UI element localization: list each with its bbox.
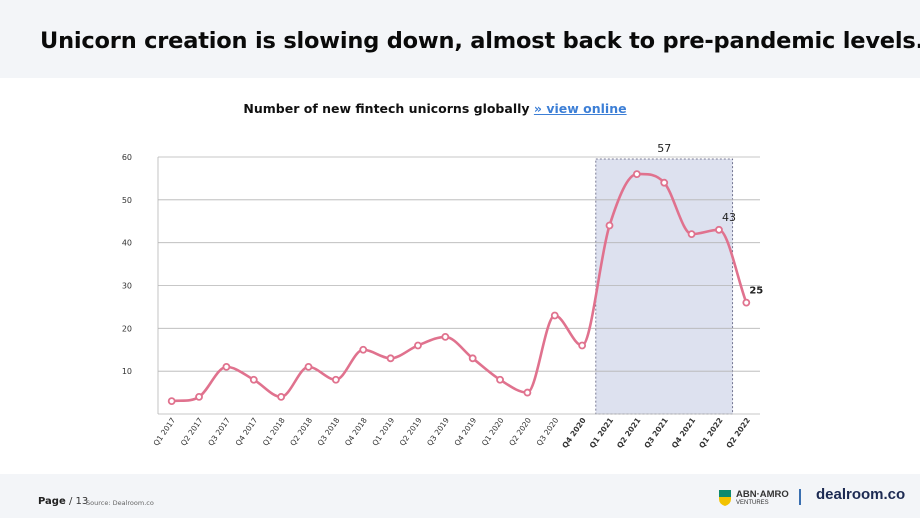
x-tick-label: Q3 2020 (535, 416, 561, 448)
data-point (660, 178, 669, 187)
y-tick-label: 30 (122, 282, 132, 291)
data-point (550, 311, 559, 320)
x-tick-label: Q4 2020 (560, 416, 588, 450)
logo-divider (799, 489, 801, 505)
x-tick-label: Q2 2021 (615, 416, 643, 450)
data-point (304, 362, 313, 371)
data-point (742, 298, 751, 307)
x-tick-label: Q1 2018 (261, 416, 287, 448)
source-note: Source: Dealroom.co (86, 499, 154, 507)
highlight-label: 57 (657, 142, 671, 155)
data-point (468, 354, 477, 363)
footer-band (0, 474, 920, 518)
x-tick-label: Q2 2017 (179, 416, 205, 448)
header-band: Unicorn creation is slowing down, almost… (0, 0, 920, 78)
data-point (414, 341, 422, 350)
dealroom-logo: dealroom.co (816, 486, 906, 503)
x-tick-label: Q1 2020 (480, 416, 506, 448)
data-point (632, 170, 641, 179)
data-point (386, 354, 395, 363)
data-point (605, 221, 614, 230)
abn-name: ABN·AMRO (736, 489, 789, 500)
data-point (496, 375, 504, 384)
highlight-region (595, 158, 734, 415)
x-tick-label: Q4 2021 (670, 416, 698, 450)
x-tick-label: Q1 2021 (588, 416, 616, 450)
x-tick-label: Q4 2018 (343, 416, 369, 448)
abn-shield-icon (719, 490, 731, 506)
data-point (222, 362, 231, 371)
x-tick-label: Q4 2017 (234, 416, 260, 448)
x-tick-label: Q1 2017 (152, 416, 178, 448)
data-point (715, 225, 723, 234)
data-label: 25 (749, 286, 763, 297)
view-online-link[interactable]: » view online (533, 101, 627, 116)
chart-title: Number of new fintech unicorns globally … (0, 101, 870, 116)
chart-title-text: Number of new fintech unicorns globally (243, 101, 530, 116)
page-number: / 13 (68, 496, 89, 507)
abn-sub: VENTURES (736, 500, 769, 506)
data-label: 43 (722, 211, 736, 224)
x-tick-label: Q1 2022 (697, 416, 725, 450)
data-point (277, 392, 286, 401)
y-tick-label: 10 (122, 367, 132, 376)
data-point (195, 392, 203, 401)
data-point (167, 397, 176, 406)
data-point (359, 345, 368, 354)
data-point (331, 375, 340, 384)
y-tick-label: 60 (122, 153, 132, 162)
x-tick-label: Q3 2018 (316, 416, 342, 448)
x-tick-label: Q1 2019 (370, 416, 396, 448)
page-indicator: Page / 13 (38, 496, 88, 507)
y-tick-label: 20 (122, 324, 132, 333)
x-tick-label: Q2 2019 (398, 416, 424, 448)
data-point (578, 341, 587, 350)
x-tick-label: Q2 2018 (288, 416, 314, 448)
data-point (249, 375, 258, 384)
data-point (687, 230, 696, 239)
x-tick-label: Q3 2021 (642, 416, 670, 450)
x-tick-label: Q2 2020 (507, 416, 533, 448)
x-tick-label: Q3 2019 (425, 416, 451, 448)
x-tick-label: Q4 2019 (453, 416, 479, 448)
page-headline: Unicorn creation is slowing down, almost… (40, 28, 920, 54)
x-tick-label: Q3 2017 (206, 416, 232, 448)
data-point (523, 388, 532, 397)
y-tick-label: 50 (122, 196, 132, 205)
x-tick-label: Q2 2022 (724, 416, 752, 450)
page-label: Page (38, 496, 66, 507)
abn-amro-ventures-logo: ABN·AMRO VENTURES (718, 488, 789, 510)
y-tick-label: 40 (122, 239, 132, 248)
data-point (441, 332, 450, 341)
